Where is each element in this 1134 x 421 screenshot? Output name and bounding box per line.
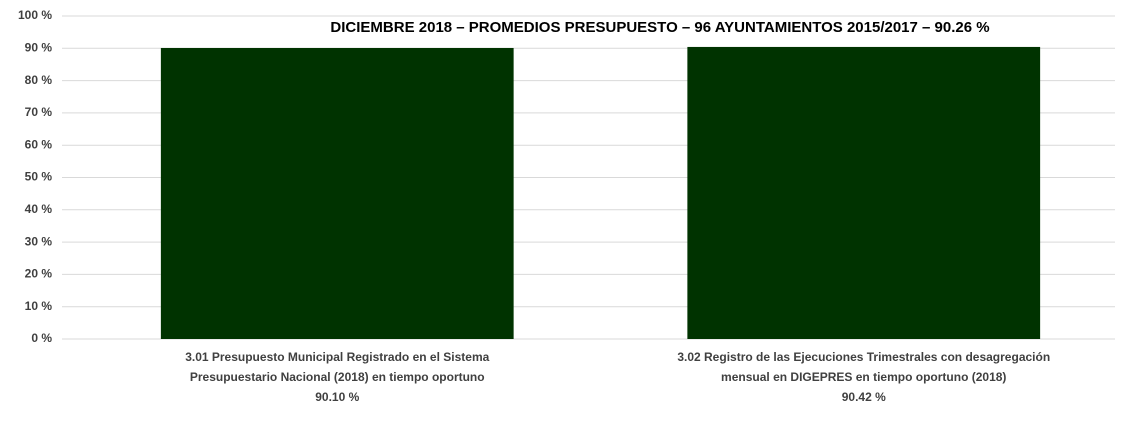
y-tick-label: 50 % xyxy=(25,170,53,184)
value-label: 90.10 % xyxy=(315,390,359,404)
y-tick-label: 20 % xyxy=(25,267,53,281)
y-tick-label: 0 % xyxy=(31,331,52,345)
y-tick-label: 80 % xyxy=(25,73,53,87)
y-tick-label: 100 % xyxy=(18,8,52,22)
x-tick-label: mensual en DIGEPRES en tiempo oportuno (… xyxy=(721,370,1006,384)
y-tick-label: 40 % xyxy=(25,202,53,216)
x-tick-label: Presupuestario Nacional (2018) en tiempo… xyxy=(190,370,485,384)
y-tick-label: 30 % xyxy=(25,234,53,248)
x-tick-label: 3.01 Presupuesto Municipal Registrado en… xyxy=(185,350,489,364)
y-tick-label: 70 % xyxy=(25,105,53,119)
y-tick-label: 60 % xyxy=(25,137,53,151)
value-label: 90.42 % xyxy=(842,390,886,404)
bar xyxy=(687,46,1041,340)
x-tick-label: 3.02 Registro de las Ejecuciones Trimest… xyxy=(677,350,1050,364)
y-tick-label: 10 % xyxy=(25,299,53,313)
y-tick-label: 90 % xyxy=(25,40,53,54)
chart-title: DICIEMBRE 2018 – PROMEDIOS PRESUPUESTO –… xyxy=(330,19,989,36)
bar xyxy=(160,47,514,340)
